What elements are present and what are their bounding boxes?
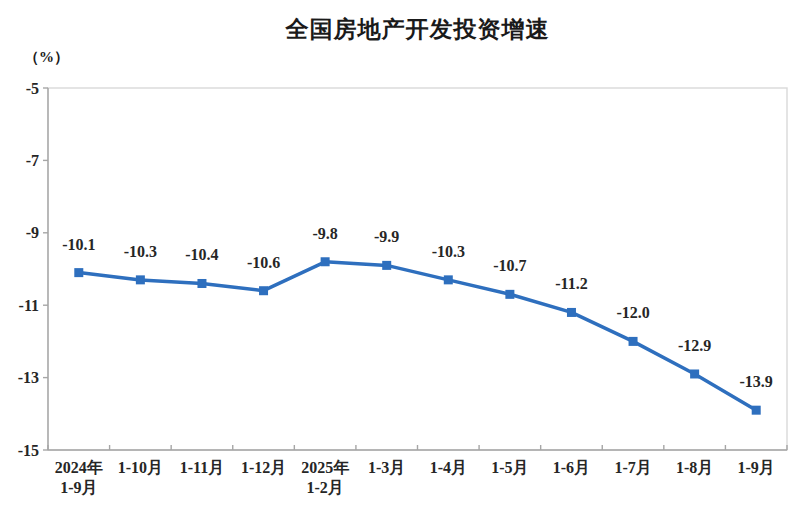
- data-label: -9.9: [374, 228, 399, 245]
- plot-border: [48, 88, 787, 450]
- y-tick-label: -15: [18, 442, 39, 459]
- data-point-marker: [690, 369, 699, 378]
- data-point-marker: [752, 406, 761, 415]
- x-tick-label: 2024年: [55, 459, 103, 476]
- x-tick-label: 2025年: [301, 459, 349, 476]
- data-point-marker: [567, 308, 576, 317]
- x-tick-label: 1-2月: [306, 479, 343, 496]
- series-line: [79, 262, 756, 410]
- x-tick-label: 1-8月: [676, 459, 713, 476]
- y-tick-label: -7: [26, 152, 39, 169]
- x-tick-label: 1-6月: [553, 459, 590, 476]
- x-tick-label: 1-9月: [60, 479, 97, 496]
- data-point-marker: [136, 275, 145, 284]
- data-label: -10.4: [185, 246, 218, 263]
- data-point-marker: [259, 286, 268, 295]
- x-tick-label: 1-11月: [180, 459, 224, 476]
- data-label: -13.9: [740, 373, 773, 390]
- chart-canvas: -5 -7 -9 -11 -13 -15 -10.1 -10.3 -10.4 -10.6 -9.8 -…: [0, 0, 801, 511]
- y-tick-label: -13: [18, 369, 39, 386]
- data-point-marker: [382, 261, 391, 270]
- y-tick-label: -11: [19, 297, 39, 314]
- data-point-marker: [505, 290, 514, 299]
- data-point-marker: [321, 257, 330, 266]
- data-label: -11.2: [555, 275, 587, 292]
- data-label: -10.6: [247, 254, 280, 271]
- data-point-marker: [197, 279, 206, 288]
- data-label: -9.8: [312, 225, 337, 242]
- data-point-marker: [74, 268, 83, 277]
- x-tick-label: 1-3月: [368, 459, 405, 476]
- x-tick-label: 1-9月: [738, 459, 775, 476]
- x-tick-label: 1-12月: [241, 459, 286, 476]
- data-label: -10.1: [62, 236, 95, 253]
- x-tick-label: 1-4月: [430, 459, 467, 476]
- x-tick-label: 1-5月: [491, 459, 528, 476]
- x-tick-label: 1-10月: [118, 459, 163, 476]
- data-point-marker: [629, 337, 638, 346]
- y-tick-label: -9: [26, 224, 39, 241]
- data-label: -10.7: [493, 257, 526, 274]
- y-tick-label: -5: [26, 80, 39, 97]
- data-label: -10.3: [124, 243, 157, 260]
- data-label: -10.3: [432, 243, 465, 260]
- data-point-marker: [444, 275, 453, 284]
- data-label: -12.9: [678, 337, 711, 354]
- x-tick-label: 1-7月: [614, 459, 651, 476]
- chart-container: 全国房地产开发投资增速 （%） -5-7-9-11-13-15-10.1-10.…: [0, 0, 801, 511]
- data-label: -12.0: [616, 304, 649, 321]
